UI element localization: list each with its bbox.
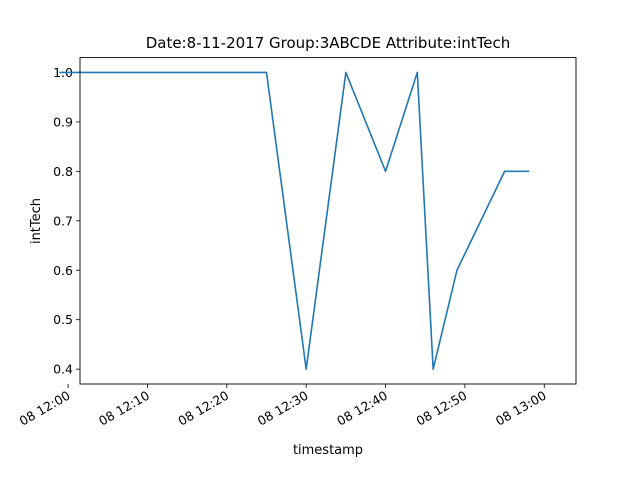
x-axis-label: timestamp	[293, 443, 363, 458]
y-tick-label: 0.8	[53, 164, 73, 179]
y-tick-label: 0.7	[53, 213, 73, 228]
series-line-inttech	[59, 71, 530, 370]
y-tick-label: 0.9	[53, 114, 73, 129]
axes-frame	[79, 57, 577, 385]
y-axis-label: intTech	[29, 198, 44, 244]
y-tick-label: 0.4	[53, 362, 73, 377]
y-tick-label: 0.6	[53, 263, 73, 278]
chart-title: Date:8-11-2017 Group:3ABCDE Attribute:in…	[146, 34, 511, 52]
y-axis: 0.40.50.60.70.80.91.0	[53, 65, 80, 377]
y-tick-label: 0.5	[53, 312, 73, 327]
plot-area	[80, 57, 576, 384]
plot-background	[80, 57, 576, 384]
